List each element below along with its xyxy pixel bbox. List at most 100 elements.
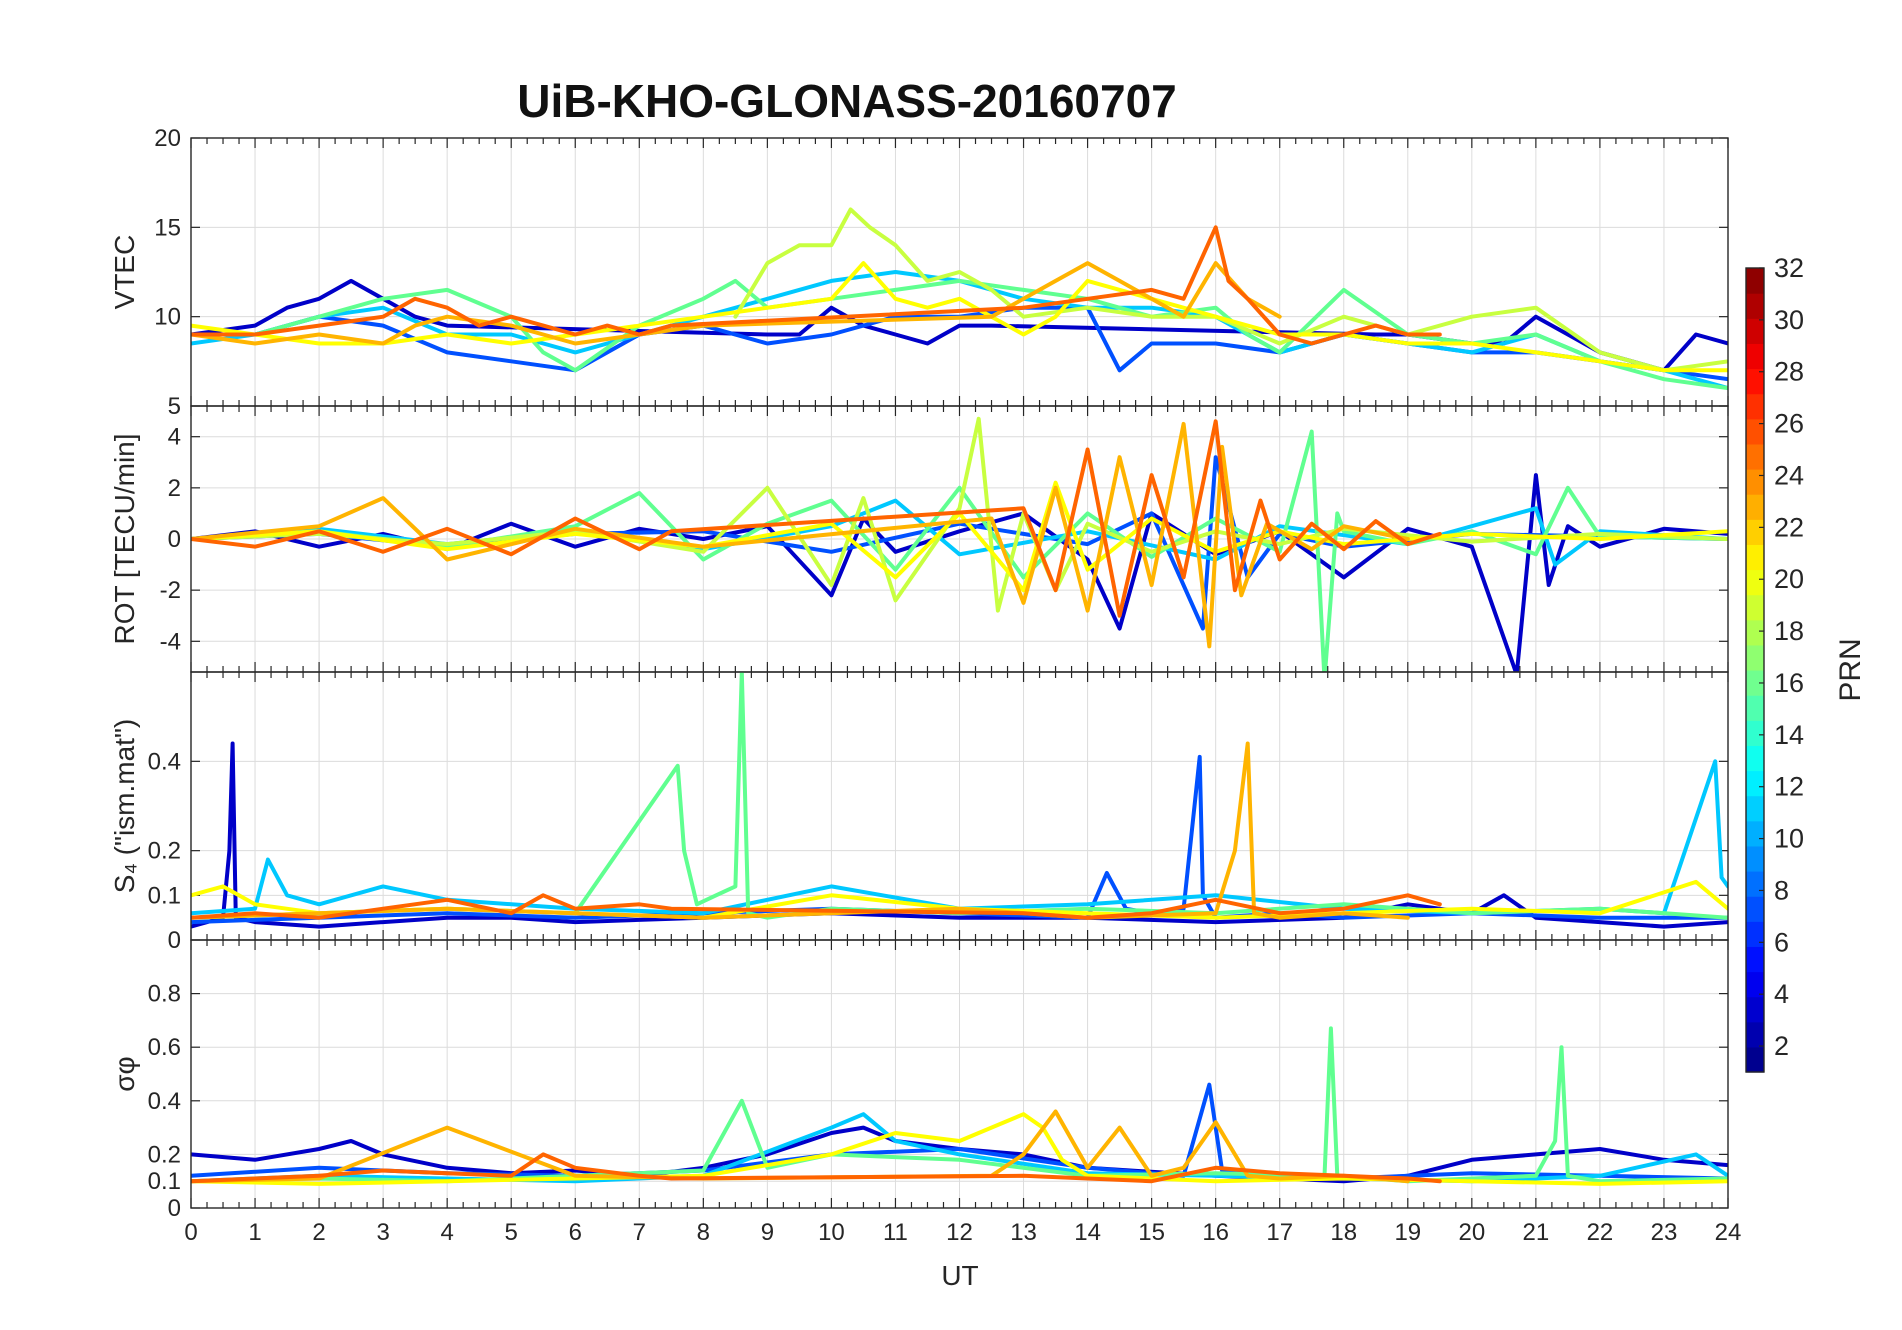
x-ticks — [190, 406, 1729, 672]
y-axis-s4: 0 0.1 0.2 0.4 — [148, 748, 1728, 954]
colorbar-segment — [1746, 1046, 1764, 1073]
panel-rot: -4 -2 0 2 4 ROT [TECU/min] — [109, 405, 1729, 673]
panel-vtec: 5 10 15 20 VTEC — [109, 125, 1729, 420]
colorbar-label: PRN — [1834, 638, 1867, 701]
y-tick-label: 0.6 — [148, 1034, 181, 1061]
series-group-rot — [191, 416, 1728, 672]
x-axis-label: UT — [941, 1260, 978, 1291]
series-line-vtec-prn-20 — [191, 261, 1728, 373]
colorbar-tick-label: 24 — [1774, 460, 1804, 490]
colorbar-segment — [1746, 519, 1764, 545]
colorbar-segment — [1746, 820, 1764, 847]
y-axis-label: VTEC — [109, 235, 140, 310]
colorbar-segment — [1746, 896, 1764, 922]
y-tick-label: -4 — [160, 628, 181, 655]
series-line-vtec-prn-22 — [191, 261, 1282, 346]
colorbar-segment — [1746, 569, 1764, 596]
y-tick-label: 0.4 — [148, 748, 181, 775]
x-tick-label: 24 — [1715, 1219, 1742, 1246]
series-line-vtec-prn-18 — [733, 207, 1728, 373]
series-group-vtec — [191, 207, 1728, 391]
x-tick-label: 7 — [633, 1219, 646, 1246]
colorbar-segment — [1746, 544, 1764, 571]
y-tick-label: 10 — [154, 304, 181, 331]
x-tick-label: 23 — [1651, 1219, 1678, 1246]
x-axis: 0 1 2 3 4 5 6 7 8 9 10 11 12 13 14 15 16 17 18 19 20 21 22 23 24 — [184, 1219, 1741, 1246]
colorbar-segment — [1746, 619, 1764, 646]
colorbar-segment — [1746, 443, 1764, 470]
x-ticks — [190, 138, 1729, 406]
series-group-sigma — [191, 1026, 1728, 1186]
series-line-s4-prn-20 — [191, 879, 1728, 920]
series-line-vtec-prn-16 — [191, 278, 1728, 391]
series-line-rot-prn-24 — [191, 419, 1442, 618]
y-tick-label: -2 — [160, 577, 181, 604]
x-tick-label: 6 — [569, 1219, 582, 1246]
x-gridlines — [254, 940, 1665, 1208]
x-tick-label: 9 — [761, 1219, 774, 1246]
y-tick-label: 0.1 — [148, 1168, 181, 1195]
colorbar-segment — [1746, 845, 1764, 872]
y-tick-label: 0 — [168, 927, 181, 954]
colorbar-segment — [1746, 1021, 1764, 1048]
y-tick-label: 5 — [168, 393, 181, 420]
colorbar-tick-label: 6 — [1774, 927, 1789, 957]
colorbar-segment — [1746, 770, 1764, 797]
colorbar-segment — [1746, 670, 1764, 696]
colorbar-tick-label: 14 — [1774, 720, 1804, 750]
colorbar-segment — [1746, 418, 1764, 445]
x-tick-label: 21 — [1523, 1219, 1550, 1246]
x-tick-label: 19 — [1394, 1219, 1421, 1246]
colorbar-segment — [1746, 921, 1764, 947]
colorbar-tick-label: 18 — [1774, 616, 1804, 646]
y-tick-label: 0.2 — [148, 838, 181, 865]
colorbar-segment — [1746, 268, 1764, 294]
series-line-s4-prn-24 — [191, 893, 1442, 920]
colorbar-segment — [1746, 393, 1764, 420]
colorbar-tick-label: 22 — [1774, 512, 1804, 542]
colorbar-tick-label: 26 — [1774, 409, 1804, 439]
colorbar-segment — [1746, 644, 1764, 671]
x-tick-label: 12 — [946, 1219, 973, 1246]
y-tick-label: 0.1 — [148, 882, 181, 909]
colorbar-segment — [1746, 971, 1764, 998]
x-tick-label: 5 — [505, 1219, 518, 1246]
x-tick-label: 16 — [1202, 1219, 1229, 1246]
chart-title: UiB-KHO-GLONASS-20160707 — [517, 75, 1177, 127]
series-line-sigma-prn-24 — [191, 1152, 1442, 1184]
panel-sigma: 00.10.2 0.4 0.6 0.8 σφ — [109, 939, 1729, 1222]
colorbar-tick-label: 8 — [1774, 875, 1789, 905]
panel-s4: 0 0.1 0.2 0.4 S₄ ("ism.mat") — [109, 671, 1729, 954]
series-line-s4-prn-16 — [191, 672, 1728, 920]
y-tick-label: 0 — [168, 1195, 181, 1222]
x-ticks — [190, 672, 1729, 940]
x-tick-label: 22 — [1587, 1219, 1614, 1246]
colorbar-tick-label: 16 — [1774, 668, 1804, 698]
x-tick-label: 4 — [440, 1219, 453, 1246]
colorbar-tick-label: 4 — [1774, 979, 1789, 1009]
colorbar-frame — [1745, 267, 1765, 1073]
y-tick-label: 15 — [154, 214, 181, 241]
y-tick-label: 0.8 — [148, 981, 181, 1008]
colorbar-segment — [1746, 293, 1764, 319]
colorbar-segment — [1746, 318, 1764, 344]
y-tick-label: 0.2 — [148, 1141, 181, 1168]
x-tick-label: 2 — [312, 1219, 325, 1246]
colorbar-segment — [1746, 343, 1764, 370]
y-axis-label: ROT [TECU/min] — [109, 433, 140, 644]
x-tick-label: 18 — [1330, 1219, 1357, 1246]
series-group-s4 — [191, 672, 1728, 929]
x-tick-label: 13 — [1010, 1219, 1037, 1246]
series-line-rot-prn-16 — [191, 429, 1728, 672]
x-tick-label: 17 — [1266, 1219, 1293, 1246]
colorbar-segment — [1746, 720, 1764, 746]
x-tick-label: 11 — [883, 1219, 908, 1246]
colorbar-segment — [1746, 946, 1764, 973]
series-line-rot-prn-20 — [191, 480, 1728, 593]
colorbar-tick-label: 32 — [1774, 253, 1804, 283]
colorbar-tick-label: 10 — [1774, 824, 1804, 854]
colorbar-segment — [1746, 871, 1764, 897]
